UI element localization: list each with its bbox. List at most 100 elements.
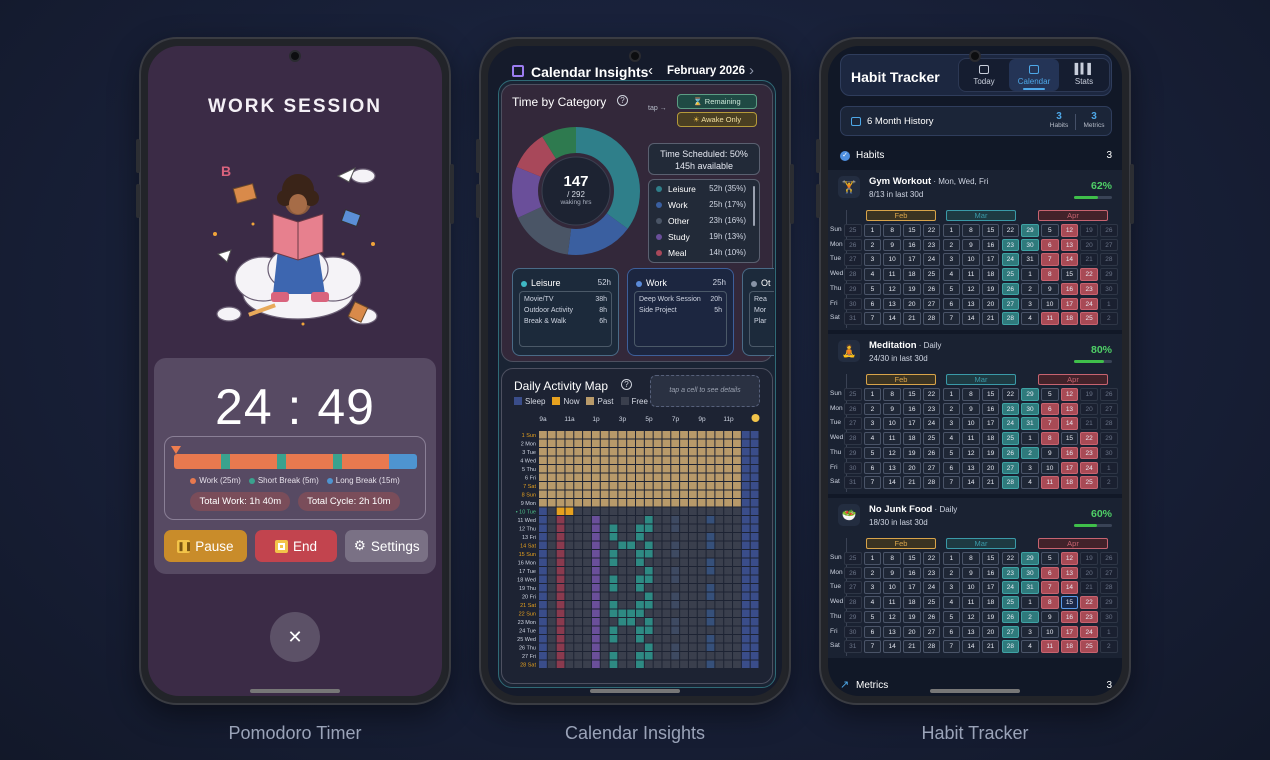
habit-day-cell[interactable]: 2 bbox=[1100, 476, 1118, 489]
habit-day-cell[interactable]: 22 bbox=[1080, 268, 1098, 281]
habit-day-cell[interactable]: 26 bbox=[1001, 610, 1020, 624]
habit-day-cell[interactable]: 22 bbox=[1001, 224, 1020, 237]
habit-day-cell[interactable]: 1 bbox=[863, 224, 882, 237]
habit-day-cell[interactable]: 12 bbox=[883, 446, 901, 460]
next-month-button[interactable]: › bbox=[749, 62, 754, 79]
category-row-study[interactable]: Study 19h (13%) bbox=[654, 232, 746, 244]
habit-day-cell[interactable]: 13 bbox=[883, 461, 901, 474]
habit-day-cell[interactable]: 28 bbox=[1001, 312, 1020, 325]
habit-day-cell[interactable]: 26 bbox=[922, 446, 941, 460]
habit-day-cell[interactable]: 14 bbox=[962, 640, 980, 653]
habit-day-cell[interactable]: 20 bbox=[903, 297, 921, 310]
habit-day-cell[interactable]: 3 bbox=[942, 417, 960, 430]
habit-day-cell[interactable]: 4 bbox=[1021, 476, 1039, 489]
habit-day-cell[interactable]: 12 bbox=[962, 610, 980, 624]
habit-day-cell[interactable]: 8 bbox=[1041, 268, 1059, 281]
habit-day-cell[interactable]: 22 bbox=[1001, 388, 1020, 401]
activity-heatmap[interactable]: 9a 11a 1p 3p 5p 7p 9p 11p 1 Sun 2 Mon 3 Tue 4 Wed 5 … bbox=[502, 411, 774, 681]
habit-day-cell[interactable]: 23 bbox=[1080, 610, 1098, 624]
habit-day-cell[interactable]: 23 bbox=[1080, 446, 1098, 460]
habit-day-cell[interactable]: 23 bbox=[1001, 238, 1020, 252]
habit-day-cell[interactable]: 5 bbox=[942, 610, 960, 624]
habit-day-cell[interactable]: 29 bbox=[844, 446, 862, 460]
habit-day-cell[interactable]: 16 bbox=[1060, 446, 1079, 460]
habit-day-cell[interactable]: 14 bbox=[883, 640, 901, 653]
habit-day-cell[interactable]: 15 bbox=[903, 388, 921, 401]
habit-day-cell[interactable]: 14 bbox=[1060, 253, 1079, 266]
habits-section-header[interactable]: ✓ Habits 3 bbox=[840, 150, 1112, 164]
habit-day-cell[interactable]: 10 bbox=[962, 581, 980, 594]
habit-day-cell[interactable]: 26 bbox=[1100, 388, 1118, 401]
habit-day-cell[interactable]: 25 bbox=[1080, 312, 1098, 325]
habit-day-cell[interactable]: 10 bbox=[962, 253, 980, 266]
habit-day-cell[interactable]: 1 bbox=[1100, 461, 1118, 474]
habit-day-cell[interactable]: 26 bbox=[1001, 282, 1020, 296]
habit-day-cell[interactable]: 30 bbox=[1100, 446, 1118, 460]
habit-day-cell[interactable]: 17 bbox=[1060, 297, 1079, 310]
habit-day-cell[interactable]: 9 bbox=[1041, 282, 1059, 296]
habit-day-cell[interactable]: 13 bbox=[883, 297, 901, 310]
habit-day-cell[interactable]: 20 bbox=[1080, 402, 1098, 416]
habit-day-cell[interactable]: 26 bbox=[1100, 224, 1118, 237]
habit-day-cell[interactable]: 22 bbox=[1080, 596, 1098, 609]
habit-day-cell[interactable]: 19 bbox=[1080, 388, 1098, 401]
habit-day-cell[interactable]: 6 bbox=[1041, 402, 1059, 416]
habit-day-cell[interactable]: 3 bbox=[942, 253, 960, 266]
habit-day-cell[interactable]: 27 bbox=[1001, 461, 1020, 474]
habit-day-cell[interactable]: 25 bbox=[922, 596, 941, 609]
habit-day-cell[interactable]: 5 bbox=[942, 282, 960, 296]
habit-day-cell[interactable]: 25 bbox=[1080, 640, 1098, 653]
habit-card[interactable]: 🏋 Gym Workout · Mon, Wed, Fri 8/13 in last… bbox=[828, 170, 1122, 330]
habit-day-cell[interactable]: 26 bbox=[922, 282, 941, 296]
habit-day-cell[interactable]: 5 bbox=[1041, 552, 1059, 565]
habit-day-cell[interactable]: 11 bbox=[1041, 640, 1059, 653]
habit-day-cell[interactable]: 2 bbox=[942, 566, 960, 580]
habit-day-cell[interactable]: 17 bbox=[981, 581, 1000, 594]
habit-day-cell[interactable]: 2 bbox=[1100, 640, 1118, 653]
habit-day-cell[interactable]: 16 bbox=[903, 238, 921, 252]
habit-day-cell[interactable]: 24 bbox=[922, 581, 941, 594]
habit-day-cell[interactable]: 7 bbox=[942, 312, 960, 325]
habit-day-cell[interactable]: 24 bbox=[1001, 253, 1020, 266]
tab-calendar[interactable]: Calendar bbox=[1009, 59, 1059, 91]
list-scrollbar[interactable] bbox=[753, 186, 755, 226]
other-card[interactable]: Ot Rea Mor Plar bbox=[742, 268, 774, 356]
habit-day-cell[interactable]: 29 bbox=[844, 610, 862, 624]
habit-day-cell[interactable]: 11 bbox=[962, 432, 980, 445]
habit-day-cell[interactable]: 1 bbox=[1021, 596, 1039, 609]
habit-day-cell[interactable]: 22 bbox=[922, 388, 941, 401]
habit-day-cell[interactable]: 19 bbox=[903, 610, 921, 624]
habit-day-cell[interactable]: 28 bbox=[1100, 417, 1118, 430]
habit-day-cell[interactable]: 5 bbox=[863, 446, 882, 460]
habit-day-cell[interactable]: 31 bbox=[1021, 253, 1039, 266]
habit-day-cell[interactable]: 29 bbox=[1021, 224, 1039, 237]
habit-day-cell[interactable]: 16 bbox=[981, 566, 1000, 580]
info-icon[interactable]: ? bbox=[621, 379, 632, 390]
habit-day-cell[interactable]: 4 bbox=[942, 432, 960, 445]
habit-day-cell[interactable]: 14 bbox=[962, 312, 980, 325]
habit-day-cell[interactable]: 10 bbox=[962, 417, 980, 430]
habit-day-cell[interactable]: 27 bbox=[844, 581, 862, 594]
habit-day-cell[interactable]: 20 bbox=[903, 461, 921, 474]
habit-day-cell[interactable]: 15 bbox=[1060, 268, 1079, 281]
habit-day-cell[interactable]: 23 bbox=[922, 238, 941, 252]
habit-day-cell[interactable]: 13 bbox=[962, 297, 980, 310]
habit-day-cell[interactable]: 25 bbox=[1001, 596, 1020, 609]
habit-day-cell[interactable]: 5 bbox=[1041, 388, 1059, 401]
habit-day-cell[interactable]: 2 bbox=[942, 402, 960, 416]
habit-day-cell[interactable]: 3 bbox=[1021, 297, 1039, 310]
habit-day-cell[interactable]: 31 bbox=[1021, 417, 1039, 430]
habit-day-cell[interactable]: 15 bbox=[981, 552, 1000, 565]
habit-day-cell[interactable]: 24 bbox=[1080, 461, 1098, 474]
habit-day-cell[interactable]: 20 bbox=[981, 297, 1000, 310]
habit-day-cell[interactable]: 16 bbox=[1060, 282, 1079, 296]
habit-day-cell[interactable]: 21 bbox=[903, 312, 921, 325]
habit-day-cell[interactable]: 13 bbox=[1060, 238, 1079, 252]
habit-day-cell[interactable]: 9 bbox=[883, 238, 901, 252]
habit-day-cell[interactable]: 27 bbox=[1001, 625, 1020, 638]
habit-day-cell[interactable]: 29 bbox=[1100, 268, 1118, 281]
habit-day-cell[interactable]: 20 bbox=[981, 625, 1000, 638]
habit-day-cell[interactable]: 11 bbox=[883, 596, 901, 609]
leisure-card[interactable]: Leisure 52h Movie/TV 38h Outdoor Activity… bbox=[512, 268, 619, 356]
habit-day-cell[interactable]: 13 bbox=[962, 461, 980, 474]
